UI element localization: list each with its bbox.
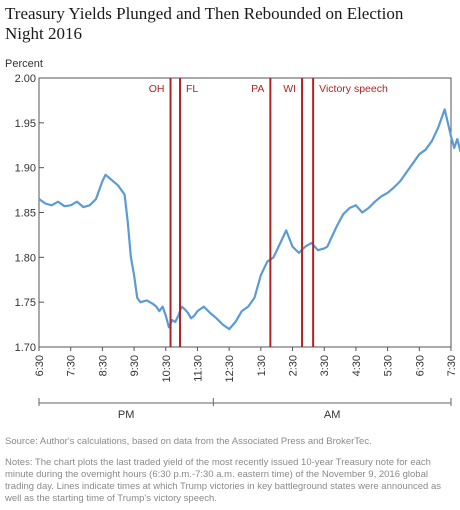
event-label: FL	[186, 83, 198, 95]
y-tick-label: 1.90	[15, 163, 36, 175]
x-tick-label: 1:30	[256, 355, 268, 376]
y-tick-label: 1.85	[15, 208, 36, 220]
y-tick-label: 1.70	[15, 342, 36, 354]
event-label: OH	[149, 83, 165, 95]
event-label: WI	[283, 83, 296, 95]
source-note: Source: Author's calculations, based on …	[5, 436, 372, 447]
notes-text: Notes: The chart plots the last traded y…	[5, 457, 442, 504]
x-tick-label: 12:30	[224, 355, 236, 383]
y-tick-label: 2.00	[15, 73, 36, 85]
x-tick-label: 8:30	[97, 355, 109, 376]
period-label: AM	[324, 409, 341, 421]
y-tick-label: 1.75	[15, 297, 36, 309]
x-tick-label: 9:30	[129, 355, 141, 376]
yield-series-line	[38, 108, 460, 331]
event-label: PA	[251, 83, 264, 95]
x-tick-label: 2:30	[288, 355, 300, 376]
chart-title: Treasury Yields Plunged and Then Rebound…	[5, 4, 404, 43]
chart-canvas: OH FL PA WI Victory speech 1.70 1.75 1.80 1.85 1…	[15, 73, 460, 421]
x-tick-label: 5:30	[383, 355, 395, 376]
x-tick-label: 4:30	[351, 355, 363, 376]
y-axis-label: Percent	[5, 58, 43, 70]
x-tick-label: 7:30	[446, 355, 458, 376]
x-tick-label: 3:30	[319, 355, 331, 376]
event-label: Victory speech	[319, 83, 388, 95]
period-label: PM	[118, 409, 135, 421]
x-tick-label: 11:30	[192, 355, 204, 382]
x-tick-label: 7:30	[66, 355, 78, 376]
plot-frame	[38, 77, 452, 348]
x-tick-label: 6:30	[414, 355, 426, 376]
x-tick-label: 10:30	[161, 355, 173, 383]
x-tick-label: 6:30	[34, 355, 46, 376]
y-tick-label: 1.95	[15, 118, 36, 130]
y-tick-label: 1.80	[15, 252, 36, 264]
